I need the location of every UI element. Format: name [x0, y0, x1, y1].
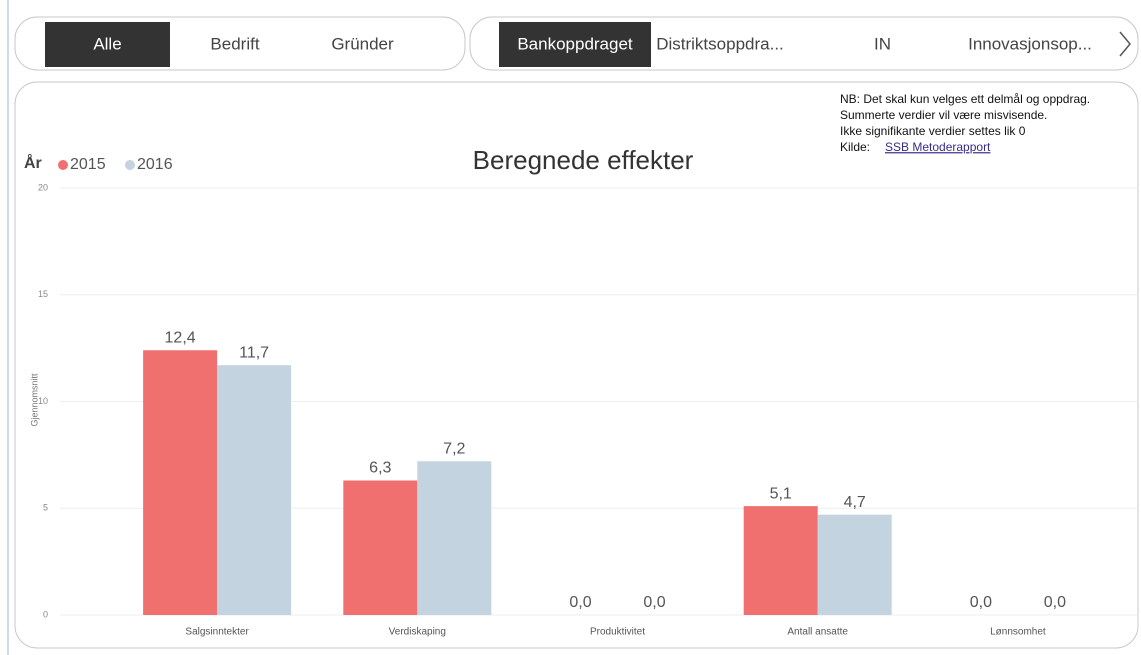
bar — [143, 350, 218, 615]
slicer-item[interactable]: IN — [874, 34, 891, 53]
x-tick-label: Produktivitet — [590, 627, 645, 638]
slicer-item[interactable]: Bedrift — [210, 34, 259, 53]
x-tick-label: Verdiskaping — [389, 627, 446, 638]
slicer-item[interactable]: Bankoppdraget — [517, 34, 633, 53]
legend-marker — [125, 160, 135, 170]
bar — [417, 461, 492, 615]
note-source-label: Kilde: — [840, 140, 870, 154]
note-line: Ikke signifikante verdier settes lik 0 — [840, 124, 1026, 138]
data-label: 0,0 — [1044, 594, 1066, 611]
slicer-item[interactable]: Gründer — [331, 34, 394, 53]
y-tick-label: 20 — [38, 182, 48, 192]
data-label: 11,7 — [239, 344, 269, 361]
chart-title: Beregnede effekter — [473, 145, 694, 175]
bar — [343, 480, 418, 615]
note-line: Summerte verdier vil være misvisende. — [840, 108, 1047, 122]
note-line: NB: Det skal kun velges ett delmål og op… — [840, 92, 1090, 106]
slicer-item[interactable]: Innovasjonsop... — [968, 34, 1092, 53]
data-label: 0,0 — [970, 594, 992, 611]
data-label: 12,4 — [165, 329, 196, 346]
data-label: 6,3 — [369, 460, 391, 477]
chart-frame — [14, 81, 1139, 649]
y-tick-label: 0 — [43, 609, 48, 619]
legend-title: År — [24, 153, 42, 172]
bar — [217, 365, 292, 615]
legend-label: 2016 — [137, 156, 173, 173]
x-tick-label: Antall ansatte — [787, 627, 848, 638]
legend-marker — [58, 160, 68, 170]
slicer-item[interactable]: Alle — [93, 34, 121, 53]
legend-label: 2015 — [70, 156, 106, 173]
data-label: 0,0 — [569, 594, 591, 611]
slicer-item[interactable]: Distriktsoppdra... — [656, 34, 784, 53]
slicer-selected[interactable] — [499, 22, 651, 67]
y-tick-label: 5 — [43, 503, 48, 513]
slicer-selected[interactable] — [45, 22, 170, 67]
data-label: 7,2 — [443, 440, 465, 457]
data-label: 4,7 — [844, 494, 866, 511]
bar — [743, 506, 818, 615]
data-label: 0,0 — [643, 594, 665, 611]
y-tick-label: 10 — [38, 396, 48, 406]
x-tick-label: Salgsinntekter — [185, 627, 249, 638]
data-label: 5,1 — [770, 485, 792, 502]
slicer-next-arrow[interactable] — [1119, 31, 1131, 57]
y-axis-label: Gjennomsnitt — [29, 373, 39, 427]
bar — [817, 514, 892, 615]
x-tick-label: Lønnsomhet — [990, 627, 1046, 638]
y-tick-label: 15 — [38, 289, 48, 299]
note-source-link[interactable]: SSB Metoderapport — [885, 140, 991, 154]
